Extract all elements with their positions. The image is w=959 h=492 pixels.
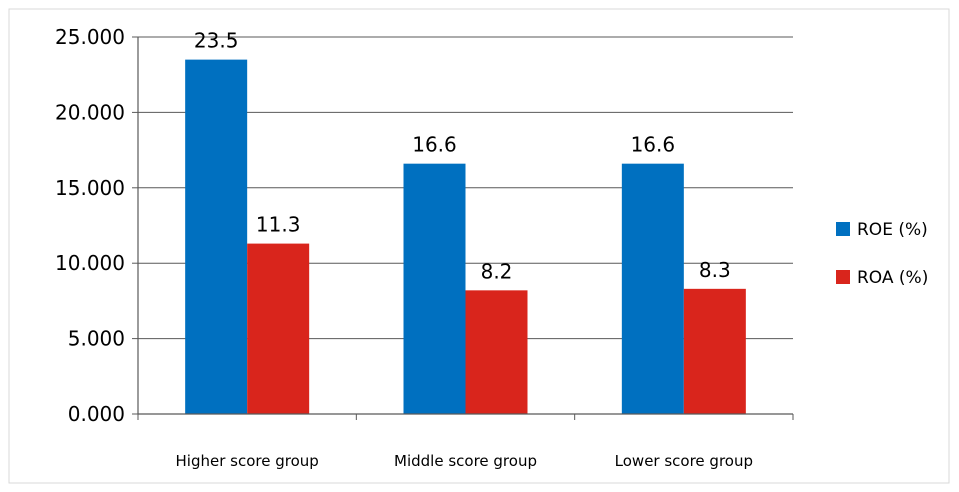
x-axis-category-label: Middle score group — [394, 452, 537, 470]
bar — [185, 59, 248, 415]
data-label: 11.3 — [256, 213, 301, 237]
y-axis-tick-label: 20.000 — [55, 100, 125, 124]
bar — [403, 163, 466, 414]
y-axis-tick-label: 25.000 — [55, 25, 125, 49]
data-label: 16.6 — [412, 133, 457, 157]
data-label: 8.2 — [481, 259, 513, 283]
x-axis-category-labels: Higher score group Middle score group Lowe… — [176, 452, 753, 470]
y-axis-tick-labels: 0.000 5.000 10.000 15.000 20.000 25.000 — [55, 25, 125, 426]
data-labels: 23.5 11.3 16.6 8.2 16.6 8.3 — [194, 29, 731, 284]
y-axis-tick-label: 15.000 — [55, 176, 125, 200]
y-axis-tick-label: 5.000 — [68, 327, 125, 351]
bars — [185, 59, 746, 415]
x-axis-category-label: Higher score group — [176, 452, 319, 470]
legend-label: ROE (%) — [857, 220, 928, 240]
bar — [683, 288, 746, 414]
data-label: 8.3 — [699, 258, 731, 282]
legend: ROE (%) ROA (%) — [836, 220, 928, 288]
legend-swatch — [836, 270, 850, 284]
y-axis-tick-label: 0.000 — [68, 402, 125, 426]
legend-label: ROA (%) — [857, 268, 928, 288]
bar — [465, 290, 528, 414]
data-label: 23.5 — [194, 29, 239, 53]
bar — [621, 163, 684, 414]
legend-swatch — [836, 222, 850, 236]
axes — [132, 36, 794, 420]
y-axis-tick-label: 10.000 — [55, 251, 125, 275]
bar — [247, 243, 310, 414]
x-axis-category-label: Lower score group — [615, 452, 753, 470]
data-label: 16.6 — [631, 133, 676, 157]
